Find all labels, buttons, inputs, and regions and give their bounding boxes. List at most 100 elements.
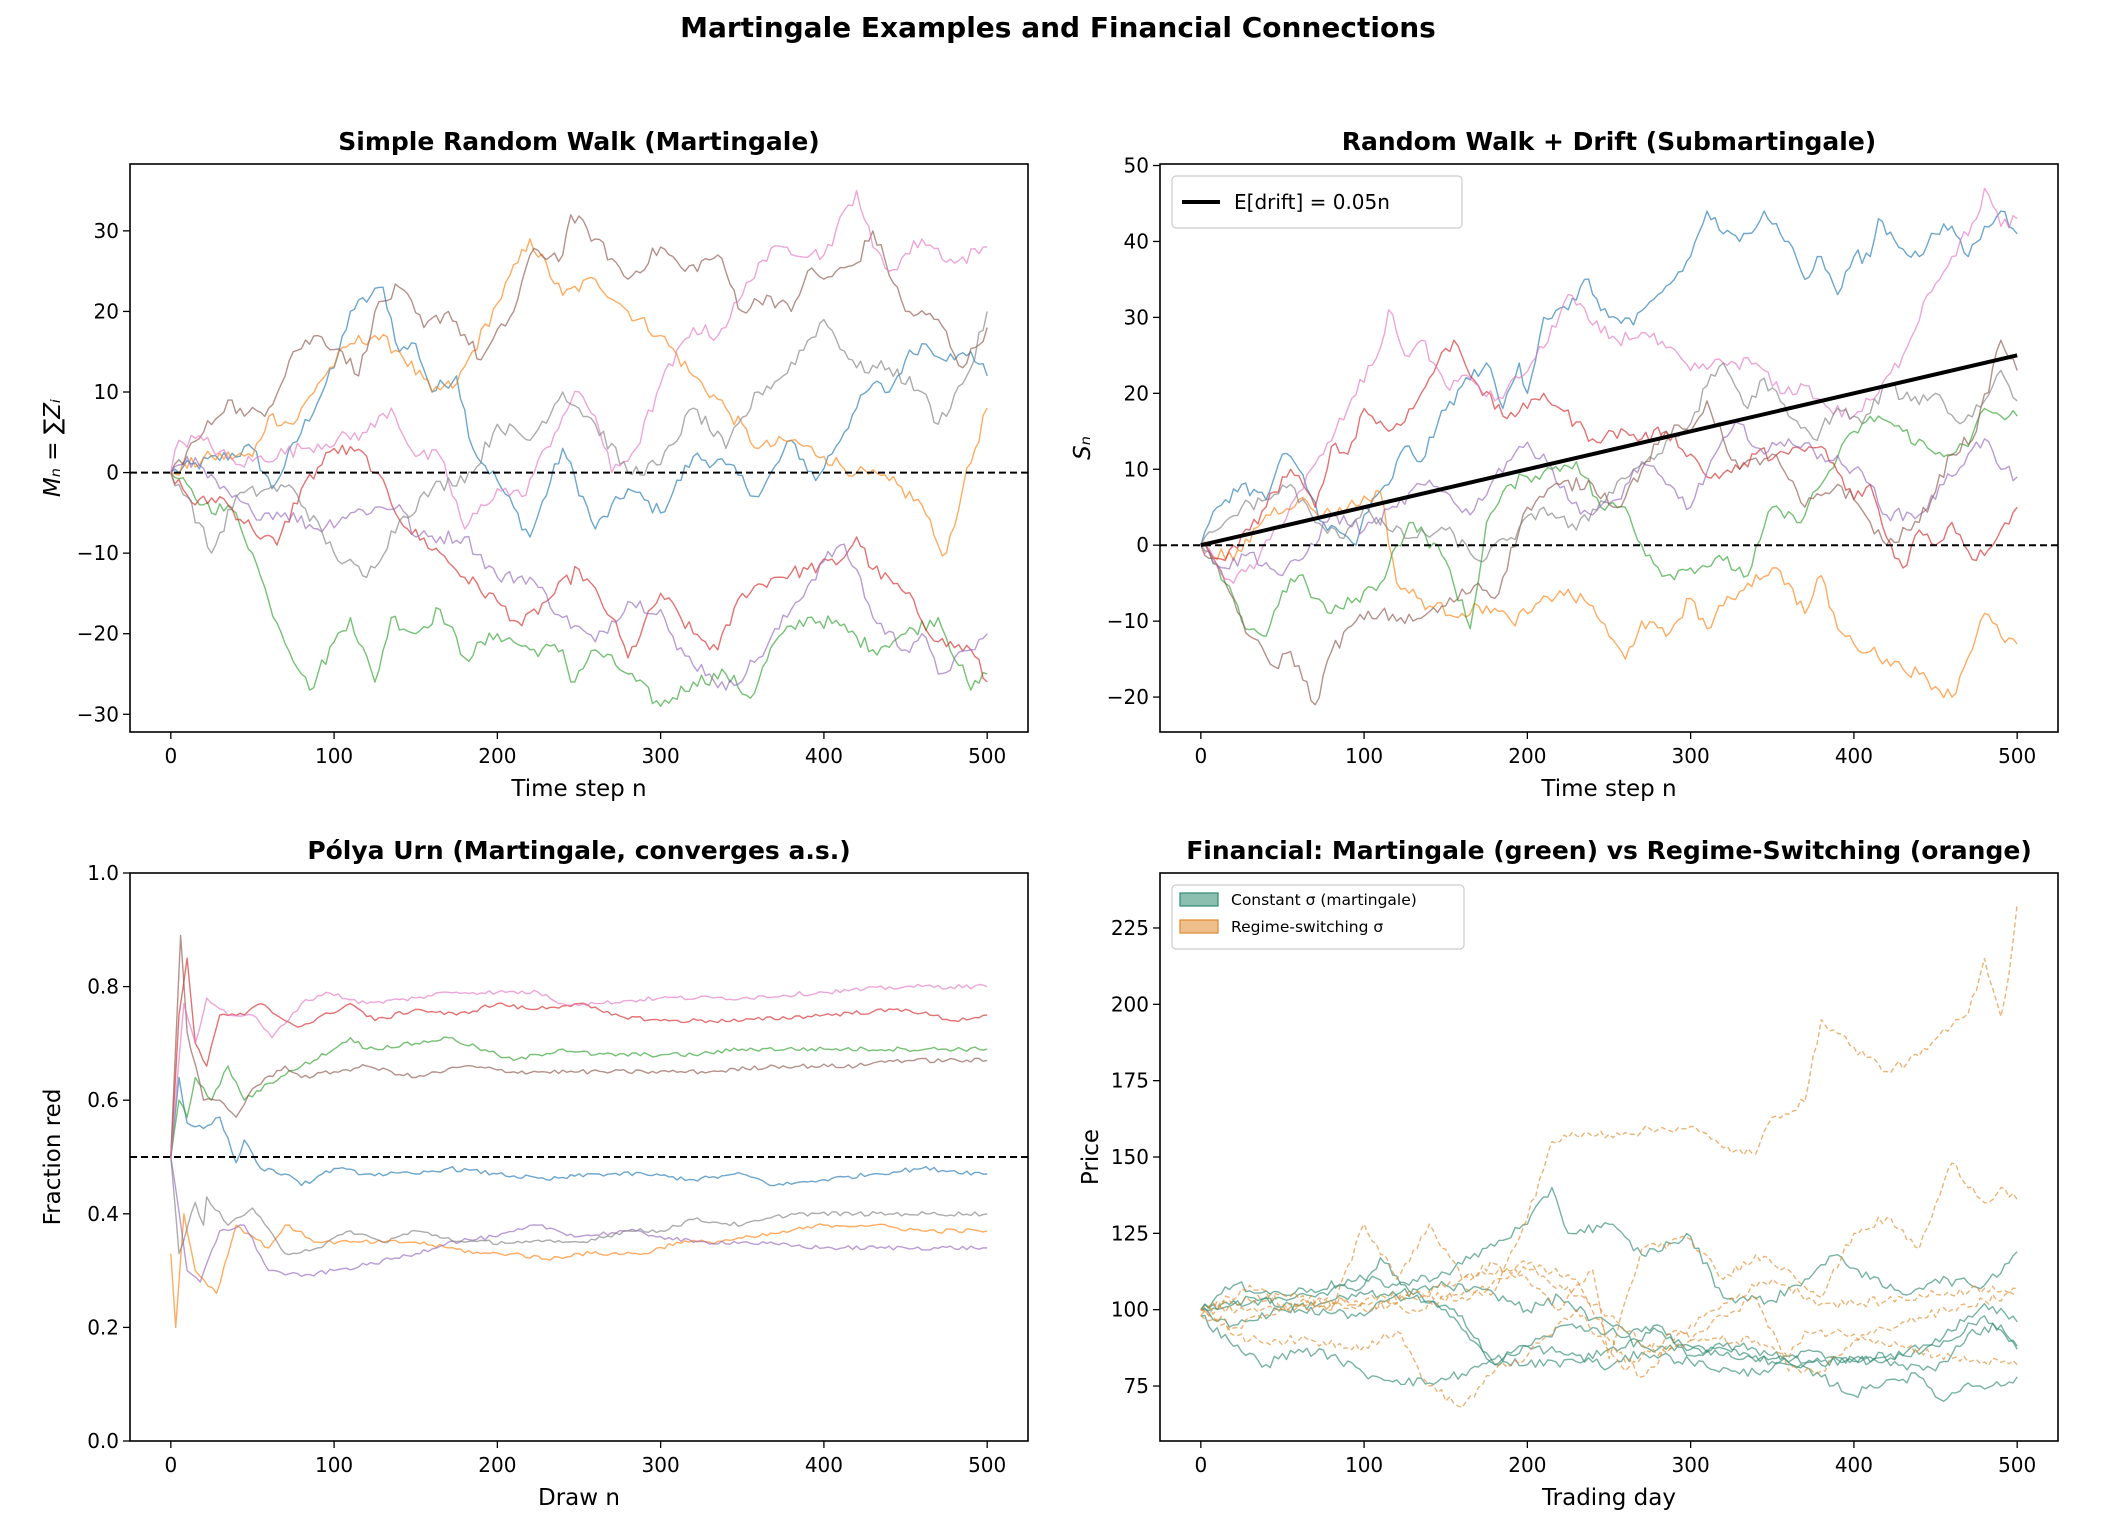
x-tick-label: 500 xyxy=(968,1453,1006,1477)
y-tick-label: 150 xyxy=(1111,1145,1149,1169)
legend-patch-swatch xyxy=(1179,919,1219,934)
y-tick-label: 175 xyxy=(1111,1069,1149,1093)
axes-frame xyxy=(1159,872,2059,1442)
series-line-3 xyxy=(170,1036,988,1158)
chart-title: Random Walk + Drift (Submartingale) xyxy=(1342,127,1876,156)
series-line-1 xyxy=(170,1076,988,1187)
legend-box xyxy=(1171,175,1463,229)
series-line-1 xyxy=(1200,210,2018,546)
y-tick-label: 0.8 xyxy=(87,975,119,999)
x-tick-label: 100 xyxy=(1345,1453,1383,1477)
legend-label: Regime-switching σ xyxy=(1231,918,1383,936)
series-line-6 xyxy=(1200,339,2018,706)
drift-line xyxy=(1200,353,2018,548)
y-tick-label: 20 xyxy=(1124,381,1149,405)
y-tick-label: 10 xyxy=(94,380,119,404)
series-line-8 xyxy=(170,1156,988,1256)
x-tick-label: 400 xyxy=(805,1453,843,1477)
series-line-8 xyxy=(1200,362,2018,563)
y-tick-label: 200 xyxy=(1111,992,1149,1016)
y-tick-label: 100 xyxy=(1111,1298,1149,1322)
panel-simple-random-walk: Simple Random Walk (Martingale)0 100 200 30… xyxy=(40,127,1029,802)
x-tick-label: 0 xyxy=(1194,1453,1207,1477)
series-line-5 xyxy=(170,1156,988,1283)
x-tick-label: 200 xyxy=(478,744,516,768)
y-tick-label: 225 xyxy=(1111,916,1149,940)
legend-label: E[drift] = 0.05n xyxy=(1234,190,1390,214)
chart-title: Pólya Urn (Martingale, converges a.s.) xyxy=(307,836,850,865)
y-tick-label: 40 xyxy=(1124,229,1149,253)
y-tick-label: 0.2 xyxy=(87,1315,119,1339)
x-tick-label: 0 xyxy=(1194,744,1207,768)
y-axis-label: Sₙ xyxy=(1070,436,1096,460)
chart-title: Financial: Martingale (green) vs Regime-… xyxy=(1186,836,2032,865)
y-tick-label: −20 xyxy=(77,622,119,646)
x-tick-label: 300 xyxy=(642,1453,680,1477)
y-tick-label: 0 xyxy=(1136,533,1149,557)
y-tick-label: 50 xyxy=(1124,154,1149,178)
y-tick-label: 0.0 xyxy=(87,1429,119,1453)
y-tick-label: 30 xyxy=(94,219,119,243)
y-tick-label: 75 xyxy=(1124,1374,1149,1398)
series-line-2 xyxy=(1200,489,2018,699)
legend-patch-swatch xyxy=(1179,892,1219,907)
series-line-6 xyxy=(1200,903,2018,1315)
series-group xyxy=(130,934,1028,1329)
y-tick-label: 20 xyxy=(94,299,119,323)
x-tick-label: 500 xyxy=(1998,744,2036,768)
x-tick-label: 500 xyxy=(968,744,1006,768)
series-line-4 xyxy=(1200,1314,2018,1403)
series-line-2 xyxy=(1200,1257,2018,1369)
y-tick-label: 0.6 xyxy=(87,1088,119,1112)
y-tick-label: −20 xyxy=(1107,685,1149,709)
series-line-2 xyxy=(170,1213,988,1329)
y-axis-label: Mₙ = ∑Zᵢ xyxy=(40,399,66,497)
series-line-5 xyxy=(170,455,988,691)
series-line-4 xyxy=(170,444,988,683)
series-line-8 xyxy=(170,311,988,578)
axes-frame xyxy=(129,872,1029,1442)
y-tick-label: −10 xyxy=(1107,609,1149,633)
x-tick-label: 500 xyxy=(1998,1453,2036,1477)
axes-frame xyxy=(129,163,1029,733)
x-axis-label: Time step n xyxy=(1540,776,1676,802)
x-tick-label: 400 xyxy=(805,744,843,768)
x-tick-label: 300 xyxy=(1672,744,1710,768)
x-axis-label: Time step n xyxy=(510,776,646,802)
panel-random-walk-drift: Random Walk + Drift (Submartingale)0 100 2… xyxy=(1070,127,2059,802)
y-tick-label: 1.0 xyxy=(87,861,119,885)
y-tick-label: 0 xyxy=(106,461,119,485)
series-line-7 xyxy=(170,983,988,1158)
series-line-7 xyxy=(1200,1162,2018,1360)
y-tick-label: 125 xyxy=(1111,1221,1149,1245)
axes-frame xyxy=(1159,163,2059,733)
x-axis-label: Draw n xyxy=(538,1485,620,1511)
y-tick-label: 10 xyxy=(1124,457,1149,481)
x-tick-label: 400 xyxy=(1835,1453,1873,1477)
series-line-6 xyxy=(170,214,988,473)
figure-title: Martingale Examples and Financial Connec… xyxy=(680,11,1436,44)
series-line-5 xyxy=(1200,1280,2018,1366)
series-line-8 xyxy=(1200,1260,2018,1378)
x-tick-label: 300 xyxy=(1672,1453,1710,1477)
x-tick-label: 0 xyxy=(164,744,177,768)
series-group xyxy=(130,189,1028,707)
y-tick-label: 0.4 xyxy=(87,1202,119,1226)
series-line-9 xyxy=(1200,1308,2018,1409)
chart-title: Simple Random Walk (Martingale) xyxy=(338,127,819,156)
series-line-1 xyxy=(170,286,988,538)
panel-polya-urn: Pólya Urn (Martingale, converges a.s.) 0 1… xyxy=(40,836,1029,1511)
series-line-1 xyxy=(1200,1186,2018,1311)
legend-box xyxy=(1171,884,1465,950)
series-group xyxy=(1200,903,2018,1409)
series-line-7 xyxy=(170,189,988,530)
x-tick-label: 100 xyxy=(1345,744,1383,768)
x-tick-label: 300 xyxy=(642,744,680,768)
series-line-4 xyxy=(1200,339,2018,569)
y-tick-label: −30 xyxy=(77,702,119,726)
x-tick-label: 100 xyxy=(315,1453,353,1477)
x-tick-label: 100 xyxy=(315,744,353,768)
x-axis-label: Trading day xyxy=(1541,1485,1676,1511)
series-line-3 xyxy=(170,472,988,707)
